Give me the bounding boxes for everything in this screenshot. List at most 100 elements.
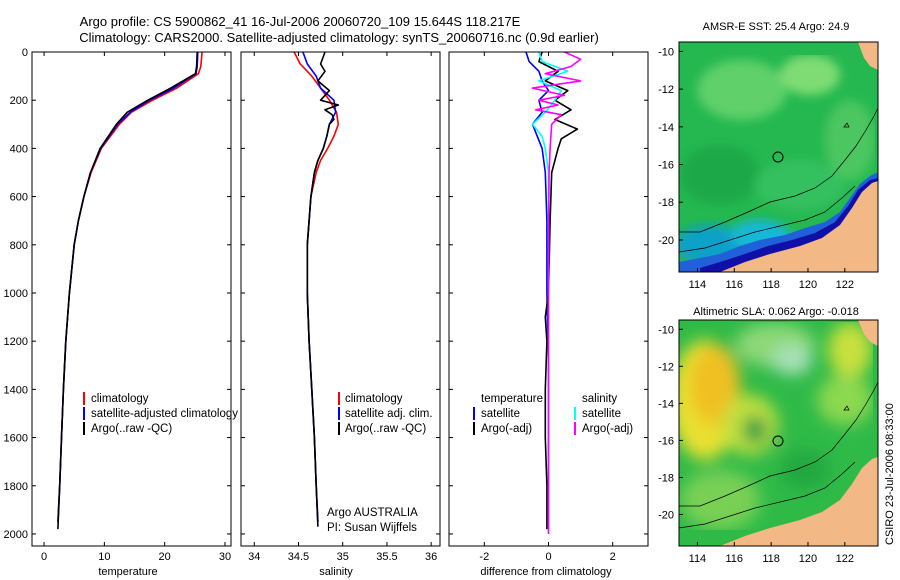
legend-argo: Argo(..raw -QC) <box>91 423 172 435</box>
salinity-panel: 34 34.5 35 35.5 36 salinity climatology sate… <box>240 51 441 578</box>
map-y-tick-label: -16 <box>658 160 674 172</box>
sla-float-marker <box>772 435 784 447</box>
difference-ticks: -2 0 2 <box>449 51 648 563</box>
salinity-xlabel: salinity <box>319 566 353 578</box>
series-line-salinity-satellite <box>531 52 569 534</box>
sst-small-island <box>843 122 850 128</box>
map-x-tick-label: 118 <box>762 279 780 291</box>
map-y-tick-label: -20 <box>658 510 674 522</box>
sst-map: AMSR-E SST: 25.4 Argo: 24.9 114 116 118 120 <box>658 21 879 291</box>
series-line-temperature-satellite <box>525 52 550 530</box>
y-tick-label: 200 <box>10 95 28 107</box>
map-y-tick-label: -14 <box>658 398 674 410</box>
legend-sal-satellite: satellite adj. clim. <box>345 408 433 420</box>
sla-isobath-2 <box>679 461 856 529</box>
map-x-tick-label: 114 <box>689 279 707 291</box>
temperature-series <box>57 52 203 530</box>
legend-temp-satellite: satellite <box>481 408 520 420</box>
legend-sal-climatology: climatology <box>345 393 403 405</box>
y-tick-label: 0 <box>22 47 28 59</box>
x-tick-label: 30 <box>219 551 231 563</box>
legend-sal-satellite-diff: satellite <box>582 408 621 420</box>
y-tick-label: 1000 <box>4 288 28 300</box>
legend-satellite-adjusted: satellite-adjusted climatology <box>91 408 238 420</box>
credit-timestamp: CSIRO 23-Jul-2006 08:33:00 <box>884 403 896 545</box>
y-tick-label: 2000 <box>4 529 28 541</box>
x-tick-label: -2 <box>479 551 489 563</box>
legend-temperature-heading: temperature <box>481 393 543 405</box>
y-tick-label: 1200 <box>4 336 28 348</box>
x-tick-label: 2 <box>610 551 616 563</box>
sst-float-marker <box>772 151 784 163</box>
map-x-tick-label: 114 <box>689 553 707 565</box>
sla-map: Altimetric SLA: 0.062 Argo: -0.018 <box>658 306 879 565</box>
series-line-climatology <box>57 52 203 522</box>
salinity-series <box>293 52 340 527</box>
sla-land-mainland <box>720 457 878 546</box>
map-x-tick-label: 122 <box>836 279 854 291</box>
map-y-tick-label: -18 <box>658 472 674 484</box>
y-tick-label: 1800 <box>4 481 28 493</box>
map-y-tick-label: -18 <box>658 197 674 209</box>
x-tick-label: 0 <box>41 551 47 563</box>
x-tick-label: 34 <box>248 551 260 563</box>
x-tick-label: 35.5 <box>376 551 397 563</box>
y-tick-label: 800 <box>10 240 28 252</box>
sla-isobath <box>679 381 878 507</box>
x-tick-label: 0 <box>545 551 551 563</box>
map-y-tick-label: -10 <box>658 46 674 58</box>
temperature-xlabel: temperature <box>98 566 157 578</box>
sla-small-island <box>843 405 850 411</box>
y-tick-label: 1400 <box>4 384 28 396</box>
difference-xlabel: difference from climatology <box>480 566 612 578</box>
legend-salinity-heading: salinity <box>582 393 617 405</box>
legend-sal-argo-diff: Argo(-adj) <box>582 423 633 435</box>
map-y-tick-label: -12 <box>658 84 674 96</box>
pi-note: PI: Susan Wijffels <box>327 522 417 534</box>
figure-title-line2: Climatology: CARS2000. Satellite-adjuste… <box>79 30 599 45</box>
map-y-tick-label: -14 <box>658 122 674 134</box>
sst-map-frame <box>678 41 879 273</box>
legend-climatology: climatology <box>91 393 149 405</box>
sst-isobath-2 <box>679 185 856 253</box>
series-line-argo-raw-qc <box>57 52 198 530</box>
sst-map-ticks: 114 116 118 120 122 -10 -12 -14 -16 -18 -20 <box>658 46 854 291</box>
map-x-tick-label: 118 <box>762 553 780 565</box>
temperature-legend: climatology satellite-adjusted climatolo… <box>83 392 238 435</box>
series-line-satellite-adjusted-climatology <box>57 52 199 522</box>
institution-note: Argo AUSTRALIA <box>327 507 418 519</box>
salinity-ticks: 34 34.5 35 35.5 36 <box>241 51 440 563</box>
salinity-legend: climatology satellite adj. clim. Argo(..… <box>338 392 433 435</box>
sla-land-north <box>858 320 878 346</box>
temperature-panel: 0 10 20 30 0 200 400 600 800 1000 1200 1400 1600 1800… <box>4 47 239 578</box>
map-y-tick-label: -12 <box>658 361 674 373</box>
sst-map-title: AMSR-E SST: 25.4 Argo: 24.9 <box>703 21 850 33</box>
difference-panel: -2 0 2 difference from climatology tempera… <box>448 51 649 578</box>
temperature-ticks: 0 10 20 30 0 200 400 600 800 1000 1200 1400 1600 1800… <box>4 47 232 563</box>
y-tick-label: 600 <box>10 192 28 204</box>
map-x-tick-label: 116 <box>726 279 744 291</box>
map-x-tick-label: 116 <box>726 553 744 565</box>
map-x-tick-label: 122 <box>836 553 854 565</box>
sla-map-title: Altimetric SLA: 0.062 Argo: -0.018 <box>693 306 859 318</box>
map-y-tick-label: -16 <box>658 435 674 447</box>
salinity-axes-frame <box>240 51 441 547</box>
series-line-salinity-argo-adj <box>531 52 582 534</box>
y-tick-label: 1600 <box>4 433 28 445</box>
y-tick-label: 400 <box>10 143 28 155</box>
temperature-axes-frame <box>31 51 232 547</box>
sla-map-frame <box>678 319 879 547</box>
legend-sal-argo: Argo(..raw -QC) <box>345 423 426 435</box>
x-tick-label: 20 <box>159 551 171 563</box>
sla-map-ticks: 114 116 118 120 122 -10 -12 -14 -16 -18 -20 <box>658 324 854 565</box>
series-line-temperature-argo-adj <box>538 52 579 530</box>
x-tick-label: 36 <box>425 551 437 563</box>
difference-legend: temperature satellite Argo(-adj) salinit… <box>473 393 633 435</box>
legend-temp-argo: Argo(-adj) <box>481 423 532 435</box>
map-x-tick-label: 120 <box>799 279 817 291</box>
sst-isobath <box>679 107 878 233</box>
x-tick-label: 10 <box>98 551 110 563</box>
map-y-tick-label: -20 <box>658 235 674 247</box>
difference-series <box>525 52 582 534</box>
